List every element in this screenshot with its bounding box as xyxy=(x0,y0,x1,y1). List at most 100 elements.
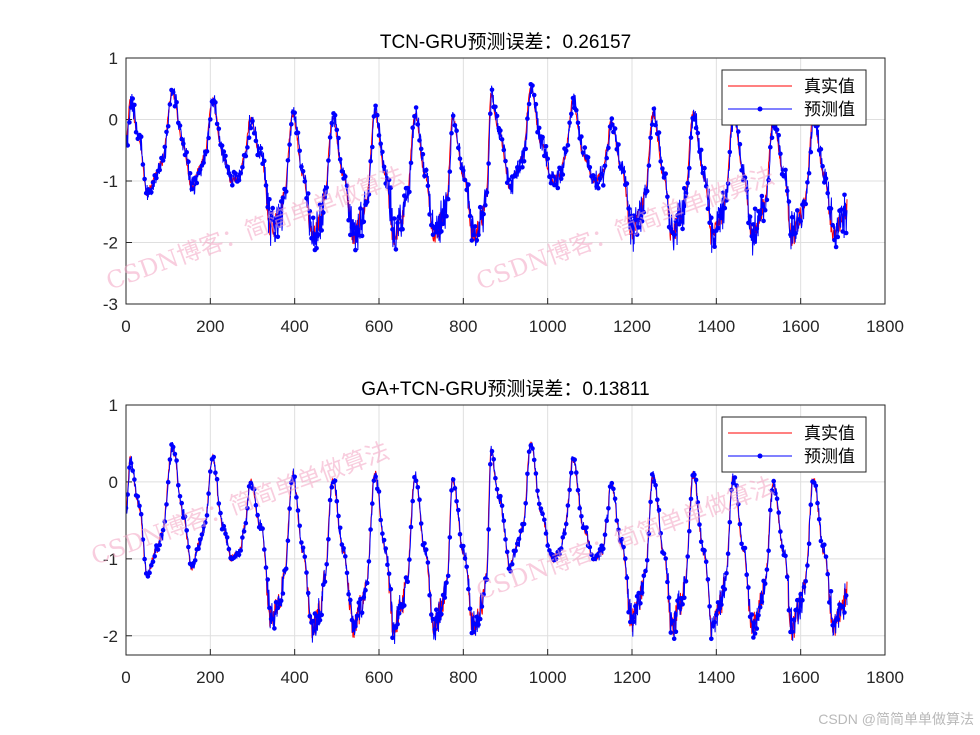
predicted-point xyxy=(531,457,537,463)
predicted-point xyxy=(422,541,427,546)
predicted-point xyxy=(746,585,751,590)
predicted-point xyxy=(386,177,392,183)
predicted-point xyxy=(752,206,758,212)
predicted-point xyxy=(127,465,132,470)
predicted-point xyxy=(833,244,839,250)
predicted-point xyxy=(628,619,633,625)
predicted-point xyxy=(253,138,259,144)
predicted-point xyxy=(457,156,463,161)
predicted-point xyxy=(471,232,476,238)
predicted-point xyxy=(612,496,618,502)
predicted-point xyxy=(702,165,707,171)
predicted-point xyxy=(412,114,417,119)
predicted-point xyxy=(206,135,211,141)
predicted-point xyxy=(567,487,572,493)
predicted-point xyxy=(619,536,625,542)
predicted-point xyxy=(714,612,719,617)
predicted-point xyxy=(774,496,780,502)
predicted-point xyxy=(580,150,586,156)
predicted-point xyxy=(722,205,728,211)
predicted-point xyxy=(238,170,243,176)
y-tick-label: 0 xyxy=(109,111,118,130)
predicted-point xyxy=(648,135,653,141)
predicted-point xyxy=(560,172,566,177)
predicted-point xyxy=(196,546,201,551)
predicted-point xyxy=(400,226,405,232)
predicted-point xyxy=(275,605,281,611)
predicted-point xyxy=(569,470,574,476)
legend-label-true: 真实值 xyxy=(804,77,855,97)
predicted-point xyxy=(197,537,203,542)
predicted-point xyxy=(265,577,271,582)
predicted-point xyxy=(420,151,426,157)
predicted-point xyxy=(545,156,550,162)
predicted-point xyxy=(130,96,135,101)
predicted-point xyxy=(668,226,674,232)
predicted-point xyxy=(614,518,620,523)
predicted-point xyxy=(678,596,684,601)
predicted-point xyxy=(474,237,480,243)
predicted-point xyxy=(729,487,734,493)
predicted-point xyxy=(695,130,701,136)
predicted-point xyxy=(759,599,765,605)
predicted-point xyxy=(149,189,154,195)
predicted-point xyxy=(504,549,510,555)
predicted-point xyxy=(164,502,169,507)
predicted-point xyxy=(273,215,279,221)
predicted-point xyxy=(798,591,803,597)
predicted-point xyxy=(196,170,201,176)
predicted-point xyxy=(808,502,814,508)
predicted-point xyxy=(486,161,491,166)
predicted-point xyxy=(316,232,321,237)
predicted-point xyxy=(332,478,338,484)
predicted-point xyxy=(162,519,168,524)
predicted-point xyxy=(268,210,274,216)
predicted-point xyxy=(509,561,515,567)
predicted-point xyxy=(762,207,768,213)
predicted-point xyxy=(700,170,706,176)
predicted-point xyxy=(557,165,562,171)
predicted-point xyxy=(157,167,162,173)
predicted-point xyxy=(489,87,495,93)
predicted-point xyxy=(317,202,323,208)
predicted-point xyxy=(395,622,400,627)
predicted-point xyxy=(395,220,400,226)
predicted-point xyxy=(317,617,323,623)
predicted-point xyxy=(172,104,178,109)
predicted-point xyxy=(224,164,230,169)
predicted-point xyxy=(471,629,476,635)
predicted-point xyxy=(157,542,162,548)
predicted-point xyxy=(761,218,766,224)
predicted-point xyxy=(145,574,151,579)
predicted-point xyxy=(278,598,284,603)
predicted-point xyxy=(643,568,648,574)
predicted-point xyxy=(709,636,714,642)
predicted-point xyxy=(452,123,458,128)
predicted-point xyxy=(562,531,567,536)
x-tick-label: 1600 xyxy=(782,668,820,687)
predicted-point xyxy=(498,128,503,133)
predicted-point xyxy=(351,231,357,236)
predicted-point xyxy=(493,475,498,481)
predicted-point xyxy=(633,217,638,223)
predicted-point xyxy=(439,611,444,617)
chart-title: GA+TCN-GRU预测误差：0.13811 xyxy=(361,378,649,400)
predicted-point xyxy=(565,503,571,508)
predicted-point xyxy=(764,197,770,203)
predicted-point xyxy=(464,564,470,570)
predicted-point xyxy=(762,581,768,586)
predicted-point xyxy=(128,105,134,110)
predicted-point xyxy=(472,224,478,229)
predicted-point xyxy=(381,537,387,543)
predicted-point xyxy=(434,229,439,235)
predicted-point xyxy=(162,144,168,150)
predicted-point xyxy=(396,611,402,616)
x-tick-label: 800 xyxy=(449,317,477,336)
predicted-point xyxy=(170,444,176,450)
predicted-point xyxy=(515,541,520,547)
legend-box xyxy=(721,69,867,126)
predicted-point xyxy=(300,545,306,551)
predicted-point xyxy=(508,183,513,189)
predicted-point xyxy=(280,591,286,596)
